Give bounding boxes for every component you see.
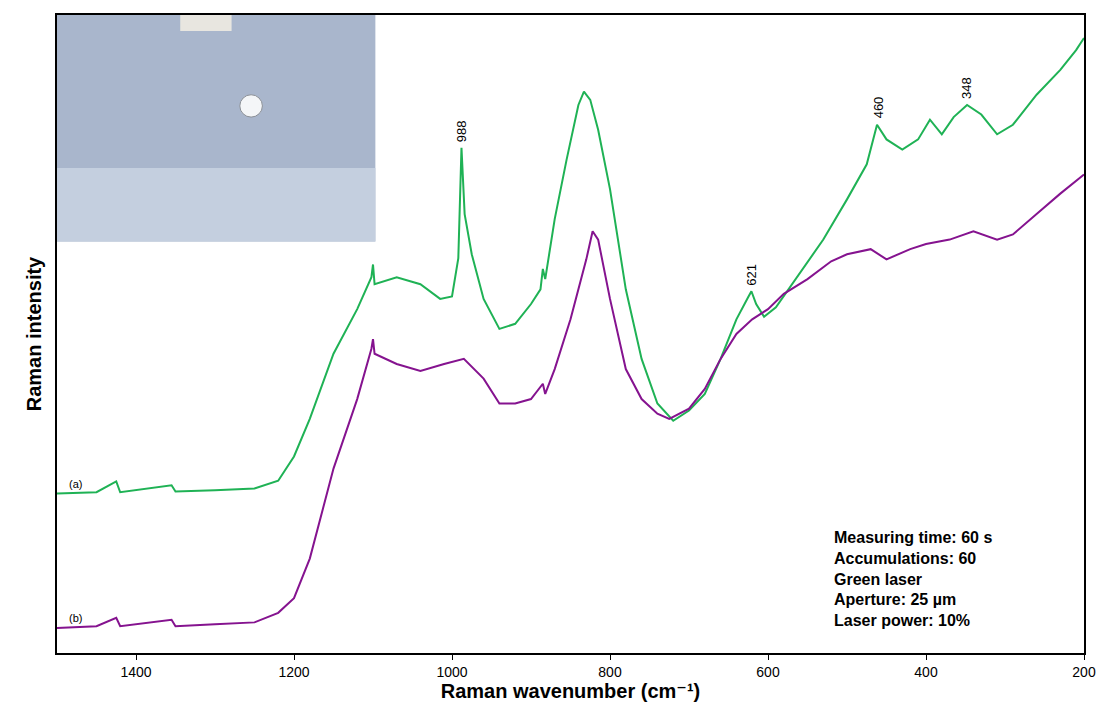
- svg-text:600: 600: [756, 664, 780, 680]
- svg-text:400: 400: [914, 664, 938, 680]
- svg-text:Raman intensity: Raman intensity: [23, 256, 45, 411]
- svg-text:460: 460: [871, 97, 886, 119]
- svg-text:(a): (a): [69, 478, 82, 490]
- svg-text:1200: 1200: [278, 664, 309, 680]
- svg-text:Raman wavenumber (cm⁻¹): Raman wavenumber (cm⁻¹): [441, 680, 701, 702]
- svg-text:200: 200: [1072, 664, 1096, 680]
- svg-text:1400: 1400: [120, 664, 151, 680]
- svg-text:800: 800: [598, 664, 622, 680]
- svg-text:988: 988: [454, 120, 469, 142]
- svg-text:Measuring time: 60 sAccumulati: Measuring time: 60 sAccumulations: 60Gre…: [834, 529, 992, 629]
- svg-text:621: 621: [744, 264, 759, 286]
- svg-text:348: 348: [959, 77, 974, 99]
- svg-text:(b): (b): [69, 612, 82, 624]
- svg-text:1000: 1000: [436, 664, 467, 680]
